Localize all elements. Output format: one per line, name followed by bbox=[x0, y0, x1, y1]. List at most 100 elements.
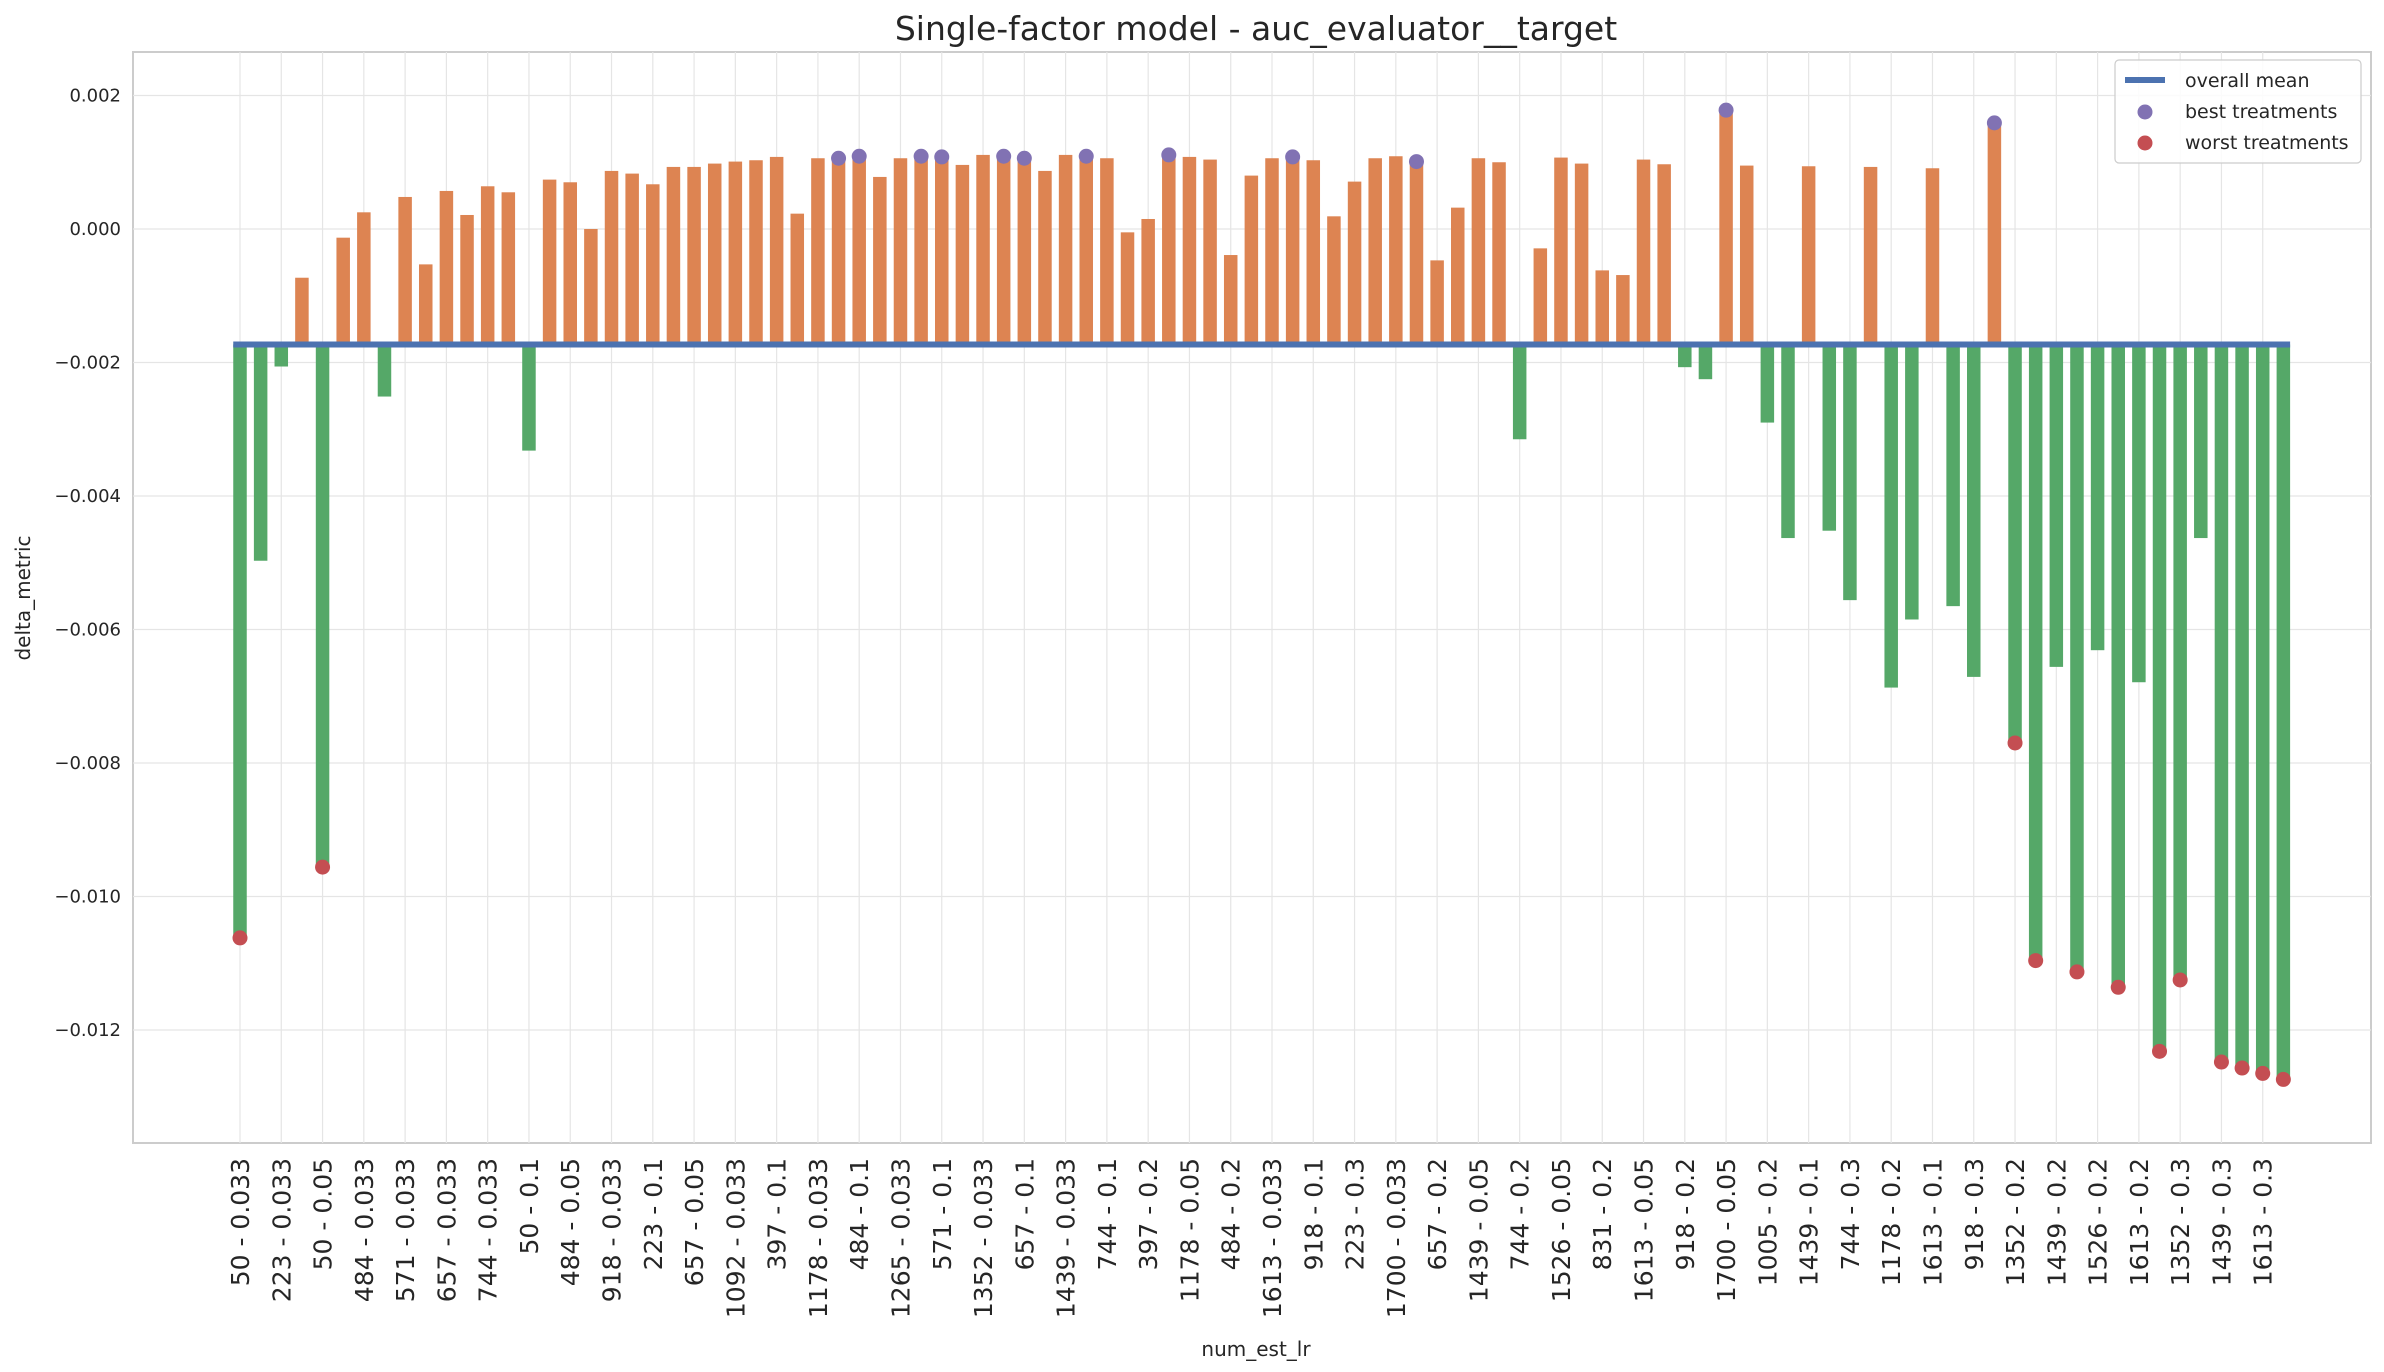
y-tick-label: −0.002 bbox=[54, 353, 121, 374]
bar bbox=[357, 212, 371, 344]
bar bbox=[1368, 158, 1382, 344]
x-tick-label: 744 - 0.033 bbox=[474, 1158, 503, 1302]
bar bbox=[914, 156, 928, 344]
bar bbox=[584, 229, 598, 344]
x-axis-label: num_est_lr bbox=[1201, 1337, 1311, 1361]
bar bbox=[1245, 176, 1259, 345]
best-treatment-marker bbox=[1719, 103, 1734, 118]
bar bbox=[1348, 182, 1362, 345]
x-tick-label: 397 - 0.1 bbox=[763, 1158, 792, 1270]
bar bbox=[563, 182, 577, 344]
bar bbox=[811, 158, 825, 344]
bar bbox=[336, 238, 350, 345]
bar bbox=[605, 171, 619, 345]
bar bbox=[956, 165, 970, 345]
bar bbox=[2008, 344, 2022, 742]
treatment-markers bbox=[233, 103, 2291, 1087]
bar bbox=[1740, 166, 1754, 345]
bar bbox=[749, 160, 763, 344]
y-tick-label: 0.002 bbox=[69, 86, 121, 107]
x-tick-label: 1352 - 0.2 bbox=[2001, 1158, 2030, 1286]
bar bbox=[502, 192, 516, 344]
bar bbox=[481, 186, 495, 344]
bar bbox=[1141, 219, 1155, 344]
x-tick-label: 1700 - 0.05 bbox=[1712, 1158, 1741, 1302]
x-tick-label: 484 - 0.033 bbox=[350, 1158, 379, 1302]
x-tick-label: 397 - 0.2 bbox=[1134, 1158, 1163, 1270]
bar bbox=[419, 264, 433, 344]
bar bbox=[1946, 344, 1960, 606]
bar bbox=[935, 157, 949, 345]
y-tick-label: −0.006 bbox=[54, 620, 121, 641]
bar bbox=[1843, 344, 1857, 600]
y-tick-label: −0.012 bbox=[54, 1020, 121, 1041]
bar bbox=[2277, 344, 2291, 1079]
x-tick-label: 571 - 0.1 bbox=[928, 1158, 957, 1270]
x-tick-label: 1178 - 0.033 bbox=[804, 1158, 833, 1318]
x-tick-label: 50 - 0.1 bbox=[515, 1158, 544, 1254]
x-tick-label: 744 - 0.1 bbox=[1093, 1158, 1122, 1270]
y-tick-label: −0.008 bbox=[54, 753, 121, 774]
bar bbox=[1595, 270, 1609, 344]
bar bbox=[2091, 344, 2105, 650]
bar bbox=[543, 180, 557, 345]
bar bbox=[522, 344, 536, 450]
x-tick-label: 1178 - 0.2 bbox=[1877, 1158, 1906, 1286]
bar bbox=[1761, 344, 1775, 422]
bar-chart: Single-factor model - auc_evaluator__tar… bbox=[0, 0, 2384, 1372]
bar bbox=[1410, 162, 1424, 345]
bar bbox=[1988, 123, 2002, 345]
worst-treatment-marker bbox=[2235, 1061, 2250, 1076]
bar bbox=[1224, 255, 1238, 344]
x-tick-label: 1439 - 0.033 bbox=[1052, 1158, 1081, 1318]
best-treatment-marker bbox=[996, 149, 1011, 164]
bar bbox=[729, 162, 743, 345]
x-tick-label: 1613 - 0.1 bbox=[1918, 1158, 1947, 1286]
best-treatment-marker bbox=[1017, 151, 1032, 166]
x-tick-label: 1526 - 0.05 bbox=[1547, 1158, 1576, 1302]
x-tick-label: 571 - 0.033 bbox=[391, 1158, 420, 1302]
bar bbox=[667, 167, 681, 345]
legend-swatch-best bbox=[2138, 105, 2153, 120]
x-tick-label: 744 - 0.2 bbox=[1506, 1158, 1535, 1270]
legend-swatch-worst bbox=[2138, 136, 2153, 151]
best-treatment-marker bbox=[1285, 149, 1300, 164]
x-tick-label: 1178 - 0.05 bbox=[1175, 1158, 1204, 1302]
worst-treatment-marker bbox=[2255, 1066, 2270, 1081]
bar bbox=[2029, 344, 2043, 960]
bar bbox=[1100, 158, 1114, 344]
bar bbox=[2194, 344, 2208, 538]
x-tick-label: 1005 - 0.2 bbox=[1753, 1158, 1782, 1286]
bar bbox=[2215, 344, 2229, 1062]
bar bbox=[1472, 158, 1486, 344]
bar bbox=[873, 177, 887, 345]
bar bbox=[1864, 167, 1878, 345]
worst-treatment-marker bbox=[2173, 972, 2188, 987]
bar bbox=[1183, 157, 1197, 345]
x-tick-label: 744 - 0.3 bbox=[1836, 1158, 1865, 1270]
bar bbox=[1162, 155, 1176, 345]
worst-treatment-marker bbox=[2152, 1044, 2167, 1059]
x-tick-label: 1613 - 0.033 bbox=[1258, 1158, 1287, 1318]
bar bbox=[1823, 344, 1837, 530]
bar bbox=[1905, 344, 1919, 619]
y-axis-label: delta_metric bbox=[11, 535, 35, 660]
bar-series bbox=[233, 110, 2290, 1079]
bar bbox=[1492, 162, 1506, 344]
y-tick-label: −0.010 bbox=[54, 887, 121, 908]
x-axis-ticks: 50 - 0.033 223 - 0.033 50 - 0.05 484 - 0.03… bbox=[226, 1158, 2278, 1318]
bar bbox=[1389, 156, 1403, 344]
x-tick-label: 223 - 0.3 bbox=[1341, 1158, 1370, 1270]
bar bbox=[460, 215, 474, 344]
worst-treatment-marker bbox=[2008, 735, 2023, 750]
best-treatment-marker bbox=[852, 149, 867, 164]
bar bbox=[1967, 344, 1981, 676]
worst-treatment-marker bbox=[315, 860, 330, 875]
bar bbox=[625, 174, 639, 345]
bar bbox=[1657, 164, 1671, 344]
x-tick-label: 1700 - 0.033 bbox=[1382, 1158, 1411, 1318]
bar bbox=[1121, 232, 1135, 344]
bar bbox=[2256, 344, 2270, 1073]
bar bbox=[852, 156, 866, 344]
bar bbox=[1203, 160, 1217, 345]
